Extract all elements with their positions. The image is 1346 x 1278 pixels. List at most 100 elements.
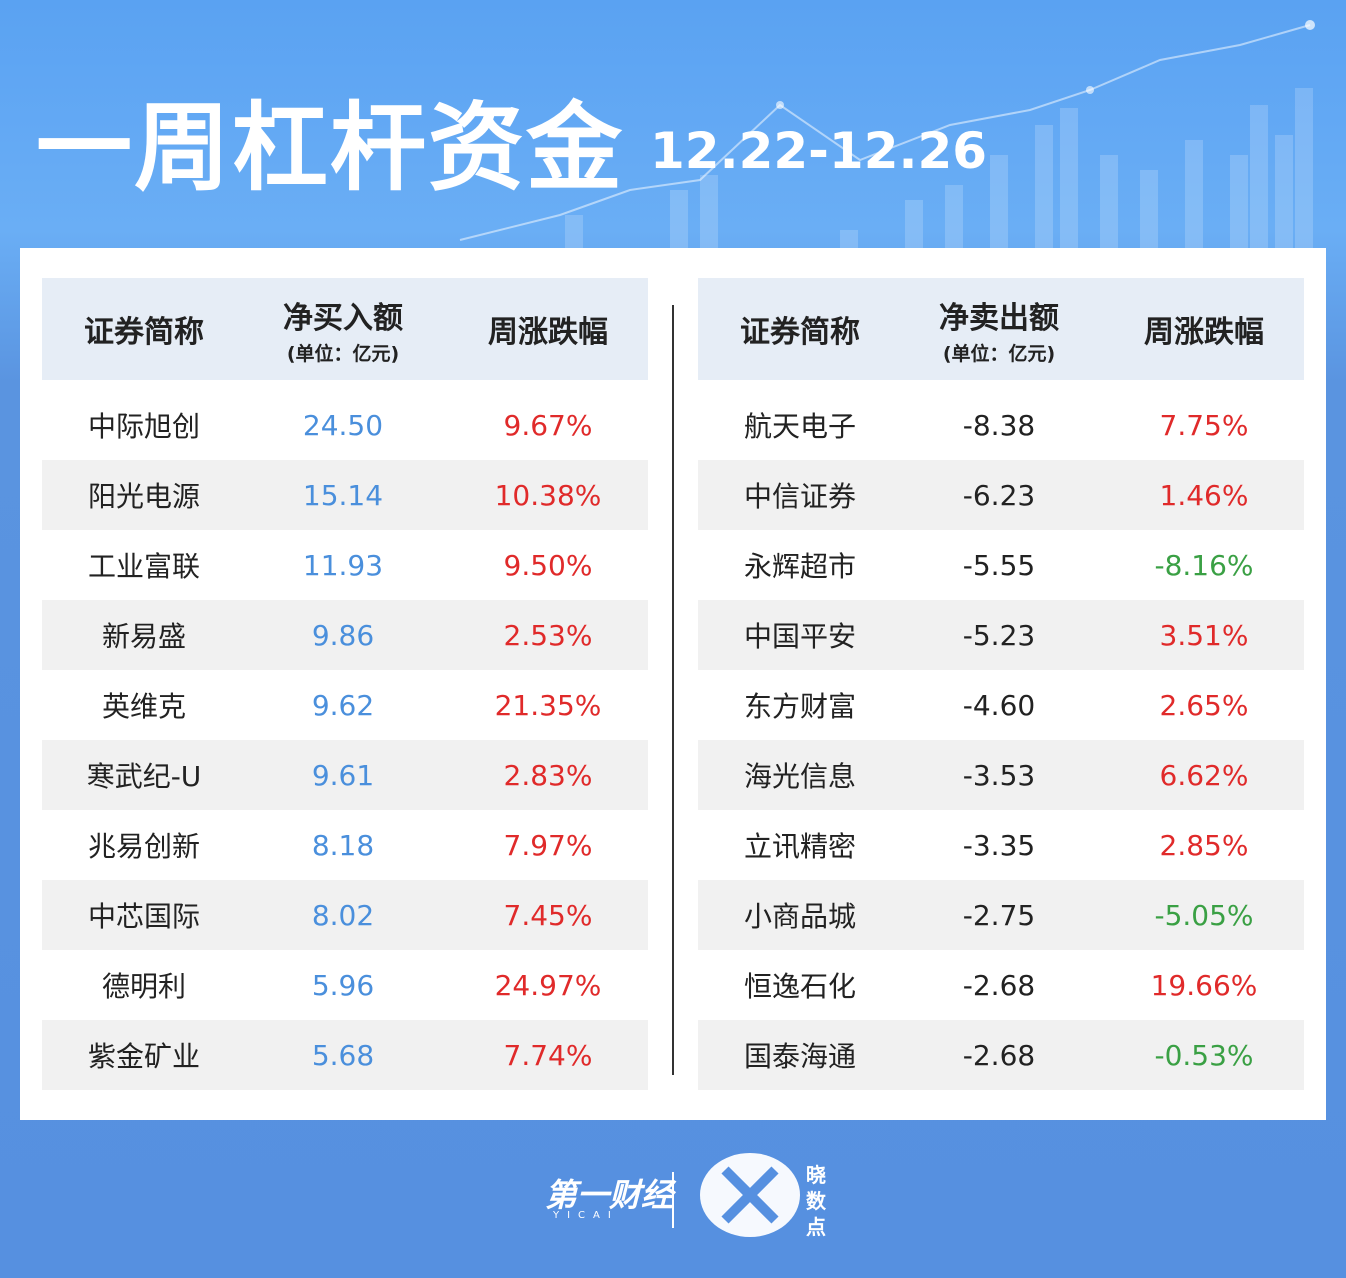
table-row: 恒逸石化 -2.68 19.66% bbox=[698, 950, 1304, 1020]
table-row: 寒武纪-U 9.61 2.83% bbox=[42, 740, 648, 810]
column-header-unit: (单位：亿元) bbox=[286, 342, 400, 365]
amount: -6.23 bbox=[962, 478, 1036, 512]
header-row: 证券简称 净卖出额 (单位：亿元) 周涨跌幅 bbox=[698, 278, 1304, 380]
weekly-change: 19.66% bbox=[1150, 968, 1258, 1002]
table-row: 东方财富 -4.60 2.65% bbox=[698, 670, 1304, 740]
amount: 8.02 bbox=[311, 898, 375, 932]
stock-name: 阳光电源 bbox=[87, 480, 200, 513]
weekly-change: -0.53% bbox=[1154, 1038, 1254, 1072]
stock-name: 兆易创新 bbox=[87, 830, 200, 863]
weekly-change: 3.51% bbox=[1159, 618, 1249, 652]
amount: 5.68 bbox=[311, 1038, 375, 1072]
date-range: 12.22-12.26 bbox=[650, 122, 988, 180]
stock-name: 国泰海通 bbox=[743, 1040, 856, 1073]
table-row: 航天电子 -8.38 7.75% bbox=[698, 390, 1304, 460]
table-row: 小商品城 -2.75 -5.05% bbox=[698, 880, 1304, 950]
column-header: 证券简称 bbox=[740, 315, 860, 350]
stock-name: 立讯精密 bbox=[743, 830, 856, 863]
table-row: 英维克 9.62 21.35% bbox=[42, 670, 648, 740]
column-header: 周涨跌幅 bbox=[488, 315, 608, 350]
table-row: 立讯精密 -3.35 2.85% bbox=[698, 810, 1304, 880]
column-header: 周涨跌幅 bbox=[1144, 315, 1264, 350]
weekly-change: 1.46% bbox=[1159, 478, 1249, 512]
brand2-icon bbox=[700, 1153, 800, 1237]
weekly-change: -8.16% bbox=[1154, 548, 1254, 582]
table-row: 中芯国际 8.02 7.45% bbox=[42, 880, 648, 950]
amount: 9.86 bbox=[311, 618, 375, 652]
amount: 5.96 bbox=[311, 968, 375, 1002]
stock-name: 小商品城 bbox=[743, 900, 856, 933]
brand2: 晓数点 bbox=[806, 1163, 826, 1239]
column-header-main: 净卖出额 bbox=[939, 300, 1059, 336]
stock-name: 紫金矿业 bbox=[87, 1040, 200, 1073]
weekly-change: 24.97% bbox=[494, 968, 602, 1002]
weekly-change: 7.45% bbox=[503, 898, 593, 932]
weekly-change: -5.05% bbox=[1154, 898, 1254, 932]
amount: -2.75 bbox=[962, 898, 1036, 932]
table-row: 中际旭创 24.50 9.67% bbox=[42, 390, 648, 460]
weekly-change: 7.74% bbox=[503, 1038, 593, 1072]
stock-name: 德明利 bbox=[101, 970, 186, 1003]
spacer bbox=[698, 380, 1304, 390]
separator bbox=[672, 1172, 674, 1228]
amount: -4.60 bbox=[962, 688, 1036, 722]
table-row: 新易盛 9.86 2.53% bbox=[42, 600, 648, 670]
column-header: 净卖出额 (单位：亿元) bbox=[899, 278, 1099, 380]
stock-name: 永辉超市 bbox=[743, 550, 856, 583]
stock-name: 新易盛 bbox=[101, 620, 186, 653]
stock-name: 英维克 bbox=[101, 690, 186, 723]
table-card: 证券简称 净买入额 (单位：亿元) 周涨跌幅 中际旭创 24.50 9.67% 阳光电源 15.… bbox=[20, 248, 1326, 1120]
table-row: 国泰海通 -2.68 -0.53% bbox=[698, 1020, 1304, 1090]
table-row: 中信证券 -6.23 1.46% bbox=[698, 460, 1304, 530]
amount: 15.14 bbox=[302, 478, 384, 512]
column-header-main: 净买入额 bbox=[283, 300, 403, 336]
brand-sub: YICAI bbox=[553, 1210, 619, 1221]
stock-name: 海光信息 bbox=[743, 760, 856, 793]
column-header-unit: (单位：亿元) bbox=[942, 342, 1056, 365]
table-row: 兆易创新 8.18 7.97% bbox=[42, 810, 648, 880]
amount: -5.55 bbox=[962, 548, 1036, 582]
stock-name: 寒武纪-U bbox=[86, 760, 202, 793]
weekly-change: 21.35% bbox=[494, 688, 602, 722]
weekly-change: 2.83% bbox=[503, 758, 593, 792]
weekly-change: 2.65% bbox=[1159, 688, 1249, 722]
amount: 11.93 bbox=[302, 548, 384, 582]
spacer bbox=[42, 380, 648, 390]
stock-name: 中芯国际 bbox=[87, 900, 200, 933]
stock-name: 工业富联 bbox=[87, 550, 200, 583]
amount: 8.18 bbox=[311, 828, 375, 862]
stock-name: 中际旭创 bbox=[87, 410, 200, 443]
amount: -2.68 bbox=[962, 1038, 1036, 1072]
stock-name: 中信证券 bbox=[743, 480, 856, 513]
amount: -8.38 bbox=[962, 408, 1036, 442]
stock-name: 航天电子 bbox=[743, 410, 856, 443]
table: 证券简称 净卖出额 (单位：亿元) 周涨跌幅 航天电子 -8.38 7.75% 中信证券 -6.… bbox=[698, 278, 1304, 1090]
header-decoration bbox=[459, 20, 1315, 248]
column-header: 证券简称 bbox=[84, 315, 204, 350]
weekly-change: 2.53% bbox=[503, 618, 593, 652]
amount: 9.62 bbox=[311, 688, 375, 722]
brand-logo: 第一财经 bbox=[545, 1176, 674, 1214]
weekly-change: 10.38% bbox=[494, 478, 602, 512]
stock-name: 恒逸石化 bbox=[743, 970, 856, 1003]
amount: -5.23 bbox=[962, 618, 1036, 652]
table-row: 海光信息 -3.53 6.62% bbox=[698, 740, 1304, 810]
table-row: 中国平安 -5.23 3.51% bbox=[698, 600, 1304, 670]
divider bbox=[672, 305, 674, 1075]
header-row: 证券简称 净买入额 (单位：亿元) 周涨跌幅 bbox=[42, 278, 648, 380]
amount: -2.68 bbox=[962, 968, 1036, 1002]
amount: 24.50 bbox=[302, 408, 384, 442]
table-row: 德明利 5.96 24.97% bbox=[42, 950, 648, 1020]
weekly-change: 6.62% bbox=[1159, 758, 1249, 792]
table-row: 紫金矿业 5.68 7.74% bbox=[42, 1020, 648, 1090]
weekly-change: 9.50% bbox=[503, 548, 593, 582]
column-header: 净买入额 (单位：亿元) bbox=[243, 278, 443, 380]
stock-name: 中国平安 bbox=[743, 620, 856, 653]
table: 证券简称 净买入额 (单位：亿元) 周涨跌幅 中际旭创 24.50 9.67% 阳光电源 15.… bbox=[42, 278, 648, 1090]
stock-name: 东方财富 bbox=[743, 690, 856, 723]
table-row: 永辉超市 -5.55 -8.16% bbox=[698, 530, 1304, 600]
table-row: 阳光电源 15.14 10.38% bbox=[42, 460, 648, 530]
table-row: 工业富联 11.93 9.50% bbox=[42, 530, 648, 600]
amount: -3.35 bbox=[962, 828, 1036, 862]
